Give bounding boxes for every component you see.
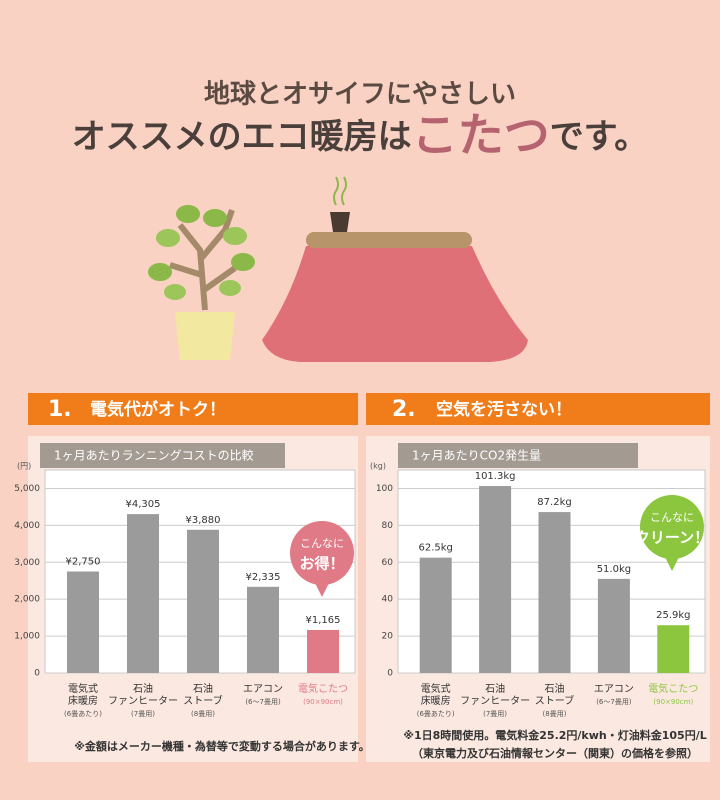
callout-text: こんなに — [650, 511, 694, 524]
x-tick-label: エアコン — [594, 684, 634, 695]
chart-title: 1ヶ月あたりCO2発生量 — [412, 449, 541, 463]
x-tick-sublabel: (8畳用) — [191, 710, 215, 718]
x-tick-label: ストーブ — [535, 694, 574, 707]
x-tick-label: エアコン — [243, 684, 283, 695]
section-banner — [28, 393, 358, 425]
value-label: 101.3kg — [475, 471, 516, 482]
y-tick-label: 4,000 — [14, 521, 40, 531]
x-tick-sublabel: (90×90cm) — [653, 698, 693, 706]
plant-illustration — [148, 205, 255, 360]
footnote: ※1日8時間使用。電気料金25.2円/kwh・灯油料金105円/L — [403, 728, 706, 742]
bar — [307, 630, 339, 673]
value-label: 51.0kg — [597, 564, 631, 575]
value-label: ¥3,880 — [186, 515, 221, 526]
x-tick-sublabel: (6～7畳用) — [596, 698, 632, 706]
x-tick-sublabel: (6畳あたり) — [417, 710, 455, 718]
x-tick-sublabel: (7畳用) — [131, 710, 155, 718]
bar — [127, 514, 159, 673]
y-tick-label: 40 — [382, 595, 394, 605]
callout-text: クリーン！ — [635, 529, 709, 547]
value-label: ¥2,750 — [66, 557, 101, 568]
x-tick-label: 電気こたつ — [648, 682, 698, 695]
section-title: 電気代がオトク！ — [90, 399, 226, 420]
kotatsu-illustration — [262, 176, 528, 362]
value-label: 87.2kg — [537, 497, 571, 508]
value-label: ¥2,335 — [246, 572, 281, 583]
callout-bubble — [290, 521, 354, 585]
section-title: 空気を汚さない！ — [436, 399, 572, 420]
bar — [657, 625, 690, 673]
callout-text: お得！ — [299, 555, 344, 573]
y-tick-label: 3,000 — [14, 558, 40, 568]
value-label: 25.9kg — [656, 610, 690, 621]
bar — [67, 571, 99, 673]
x-tick-label: ファンヒーター — [108, 695, 178, 707]
bar — [479, 486, 512, 673]
y-tick-label: 2,000 — [14, 595, 40, 605]
bar — [419, 557, 452, 673]
callout-bubble — [664, 555, 680, 571]
x-tick-label: ストーブ — [183, 694, 222, 707]
bar — [187, 529, 219, 673]
bar — [538, 512, 571, 673]
axis-unit: (kg) — [370, 462, 386, 471]
x-tick-sublabel: (7畳用) — [483, 710, 507, 718]
chart-tab — [398, 443, 638, 468]
x-tick-label: 電気式 — [68, 682, 98, 695]
callout-bubble — [314, 581, 330, 597]
footnote: （東京電力及び石油情報センター（関東）の価格を参照） — [412, 746, 698, 760]
header-text: オススメのエコ暖房は — [72, 117, 412, 157]
x-tick-sublabel: (6畳あたり) — [64, 710, 102, 718]
x-tick-label: ファンヒーター — [460, 695, 530, 707]
header-emphasis: こたつ — [412, 108, 550, 162]
y-tick-label: 0 — [34, 669, 40, 679]
footnote: ※金額はメーカー機種・為替等で変動する場合があります。 — [74, 739, 370, 753]
bar — [247, 586, 279, 673]
section-number: 2. — [392, 397, 416, 422]
callout-text: こんなに — [300, 537, 344, 550]
header-text: です。 — [550, 117, 649, 157]
header-line1: 地球とオサイフにやさしい — [204, 80, 516, 110]
x-tick-label: 石油 — [193, 682, 213, 695]
axis-unit: (円) — [17, 462, 31, 471]
y-tick-label: 0 — [387, 669, 393, 679]
y-tick-label: 1,000 — [14, 632, 40, 642]
chart-tab — [40, 443, 285, 468]
x-tick-label: 電気こたつ — [298, 682, 348, 695]
x-tick-label: 石油 — [133, 682, 153, 695]
section-number: 1. — [48, 397, 72, 422]
x-tick-label: 電気式 — [421, 682, 451, 695]
value-label: ¥1,165 — [306, 615, 341, 626]
value-label: 62.5kg — [418, 543, 452, 554]
x-tick-label: 石油 — [485, 682, 505, 695]
x-tick-sublabel: (8畳用) — [543, 710, 567, 718]
y-tick-label: 20 — [382, 632, 394, 642]
section-banner — [366, 393, 710, 425]
y-tick-label: 60 — [382, 558, 394, 568]
y-tick-label: 100 — [376, 484, 393, 494]
header-line2: オススメのエコ暖房はこたつです。 — [72, 108, 649, 162]
y-tick-label: 5,000 — [14, 484, 40, 494]
x-tick-sublabel: (6～7畳用) — [245, 698, 281, 706]
callout-bubble — [640, 495, 704, 559]
x-tick-label: 床暖房 — [68, 694, 98, 707]
x-tick-label: 床暖房 — [421, 694, 451, 707]
bar — [597, 578, 630, 673]
y-tick-label: 80 — [382, 521, 394, 531]
x-tick-sublabel: (90×90cm) — [303, 698, 343, 706]
value-label: ¥4,305 — [126, 499, 161, 510]
x-tick-label: 石油 — [545, 682, 565, 695]
chart-title: 1ヶ月あたりランニングコストの比較 — [54, 448, 254, 463]
